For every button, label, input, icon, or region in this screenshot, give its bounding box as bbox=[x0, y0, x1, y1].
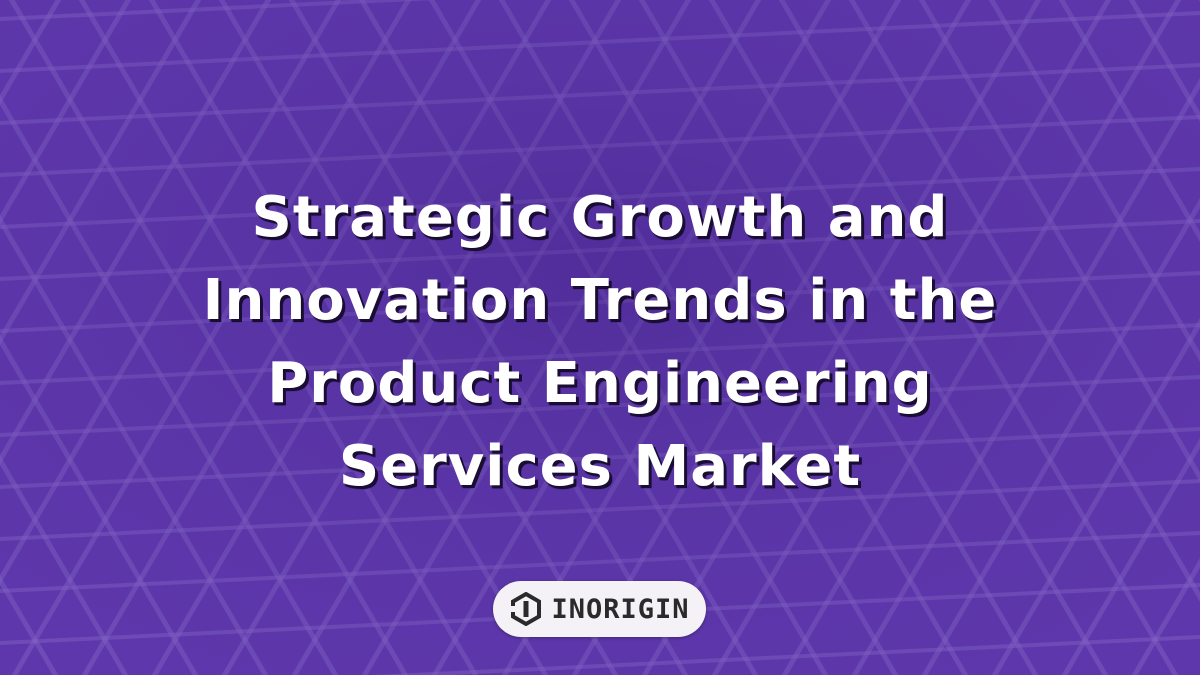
title: Strategic Growth and Innovation Trends i… bbox=[0, 176, 1200, 508]
title-line: Services Market bbox=[338, 434, 862, 499]
logo-text: INORIGIN bbox=[551, 593, 690, 625]
logo-icon bbox=[509, 592, 542, 626]
title-line: Innovation Trends in the bbox=[202, 268, 998, 333]
title-line: Product Engineering bbox=[267, 351, 933, 416]
title-line: Strategic Growth and bbox=[251, 185, 949, 250]
logo: INORIGIN bbox=[493, 581, 706, 637]
